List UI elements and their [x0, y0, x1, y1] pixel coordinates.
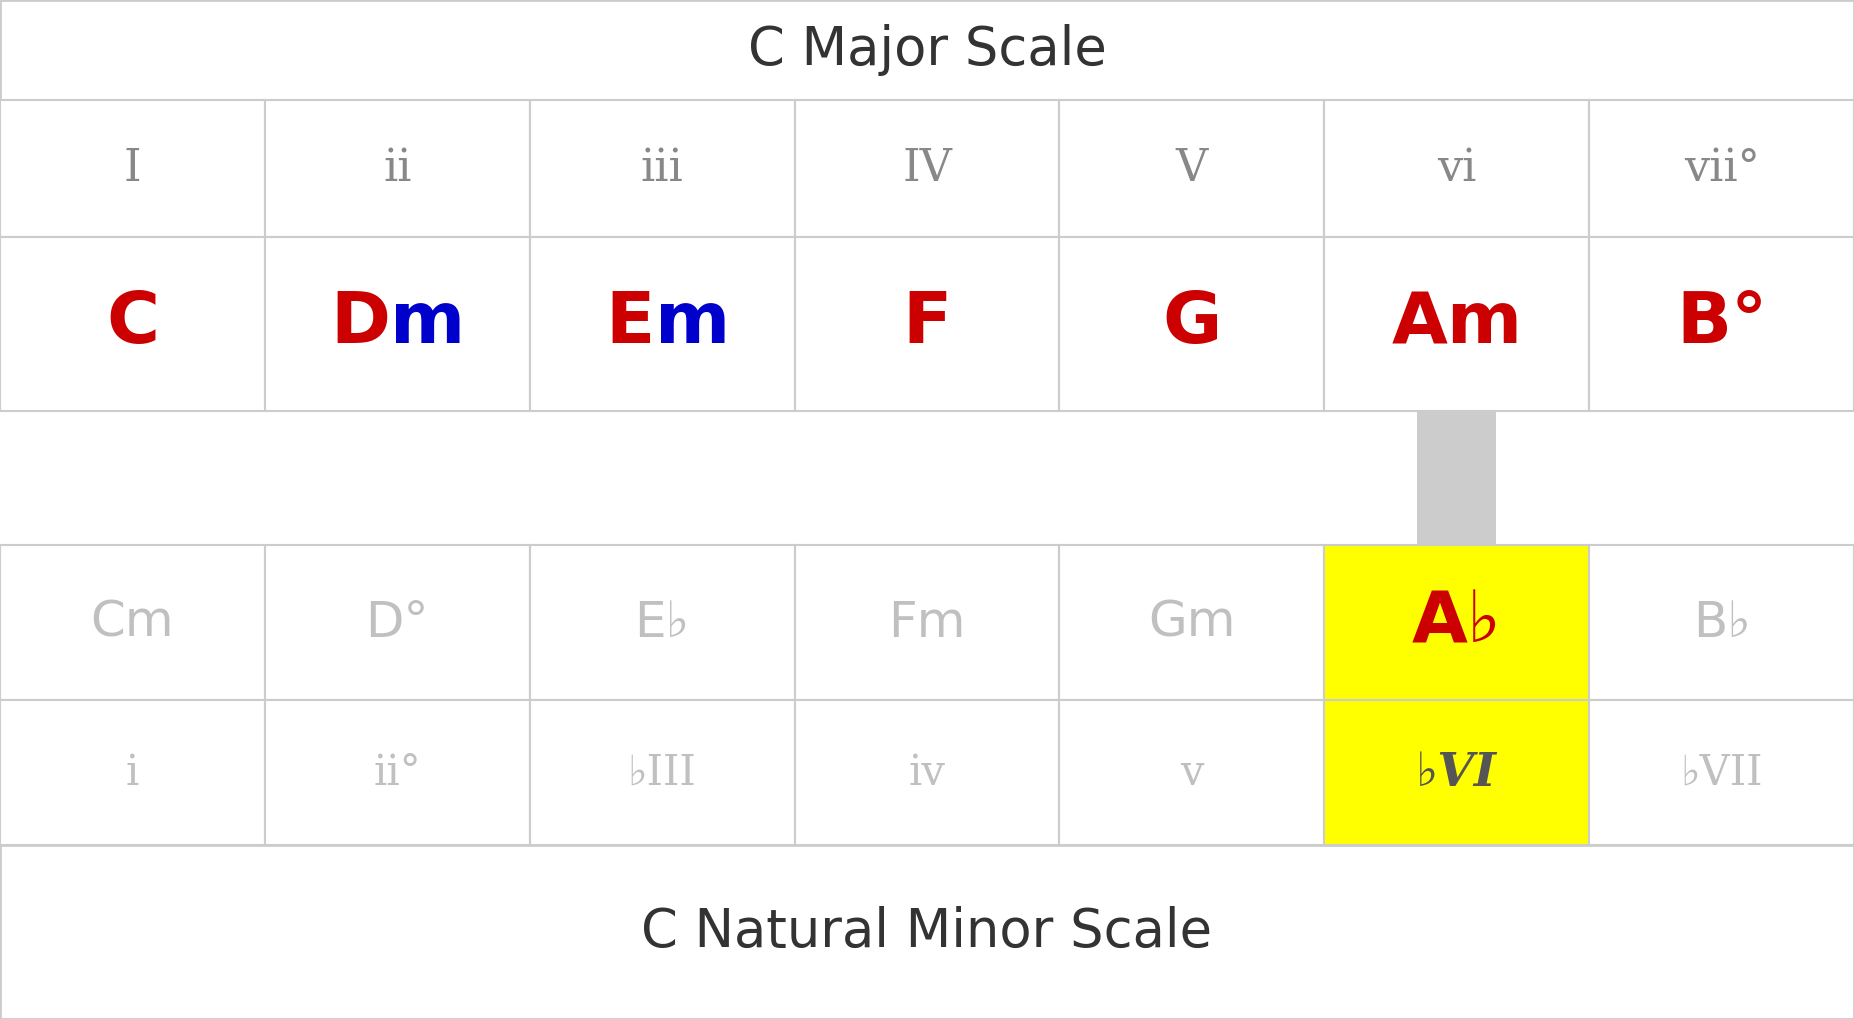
Bar [1059, 237, 1324, 411]
Text: Am: Am [1390, 289, 1522, 359]
Bar [795, 545, 1059, 700]
Bar [0, 845, 1854, 1019]
Text: v: v [1181, 752, 1203, 794]
Bar [795, 100, 1059, 237]
Text: ♭III: ♭III [629, 752, 697, 794]
Text: ii°: ii° [373, 752, 421, 794]
Text: E♭: E♭ [634, 599, 690, 647]
Bar [1324, 237, 1589, 411]
Bar [795, 700, 1059, 845]
Bar [1324, 100, 1589, 237]
Bar [1589, 237, 1854, 411]
Text: E: E [606, 289, 654, 359]
Text: G: G [1162, 289, 1222, 359]
Text: F: F [903, 289, 951, 359]
Text: m: m [389, 289, 465, 359]
Bar [1589, 100, 1854, 237]
Bar [1059, 700, 1324, 845]
Bar [1059, 545, 1324, 700]
Bar [530, 100, 795, 237]
Bar [0, 100, 265, 237]
Text: Cm: Cm [91, 599, 174, 647]
Bar [265, 545, 530, 700]
Bar [0, 0, 1854, 100]
Text: ♭VII: ♭VII [1680, 752, 1763, 794]
Text: ♭VI: ♭VI [1416, 750, 1498, 796]
Text: D°: D° [365, 599, 428, 647]
Bar [1059, 100, 1324, 237]
Bar [265, 700, 530, 845]
Bar [530, 700, 795, 845]
Bar [265, 237, 530, 411]
Text: m: m [654, 289, 730, 359]
Text: vii°: vii° [1683, 147, 1759, 190]
Bar [1324, 545, 1589, 700]
Text: iii: iii [641, 147, 684, 190]
Text: C Natural Minor Scale: C Natural Minor Scale [641, 906, 1213, 958]
Bar [0, 237, 265, 411]
Text: C: C [106, 289, 159, 359]
Bar [530, 545, 795, 700]
Bar [1589, 700, 1854, 845]
Text: Fm: Fm [888, 599, 966, 647]
Text: i: i [126, 752, 139, 794]
Text: vi: vi [1437, 147, 1476, 190]
Bar [1324, 700, 1589, 845]
Bar [0, 700, 265, 845]
Text: V: V [1175, 147, 1209, 190]
Bar [265, 100, 530, 237]
Text: IV: IV [903, 147, 951, 190]
Text: iv: iv [908, 752, 946, 794]
Bar [1589, 545, 1854, 700]
Text: C Major Scale: C Major Scale [747, 23, 1107, 75]
Text: I: I [124, 147, 141, 190]
Bar [1416, 411, 1496, 545]
Bar [530, 237, 795, 411]
Text: D: D [330, 289, 389, 359]
Text: A♭: A♭ [1411, 588, 1502, 657]
Text: Gm: Gm [1148, 599, 1235, 647]
Bar [0, 545, 265, 700]
Text: B°: B° [1676, 289, 1767, 359]
Text: ii: ii [384, 147, 412, 190]
Text: B♭: B♭ [1693, 599, 1750, 647]
Bar [795, 237, 1059, 411]
